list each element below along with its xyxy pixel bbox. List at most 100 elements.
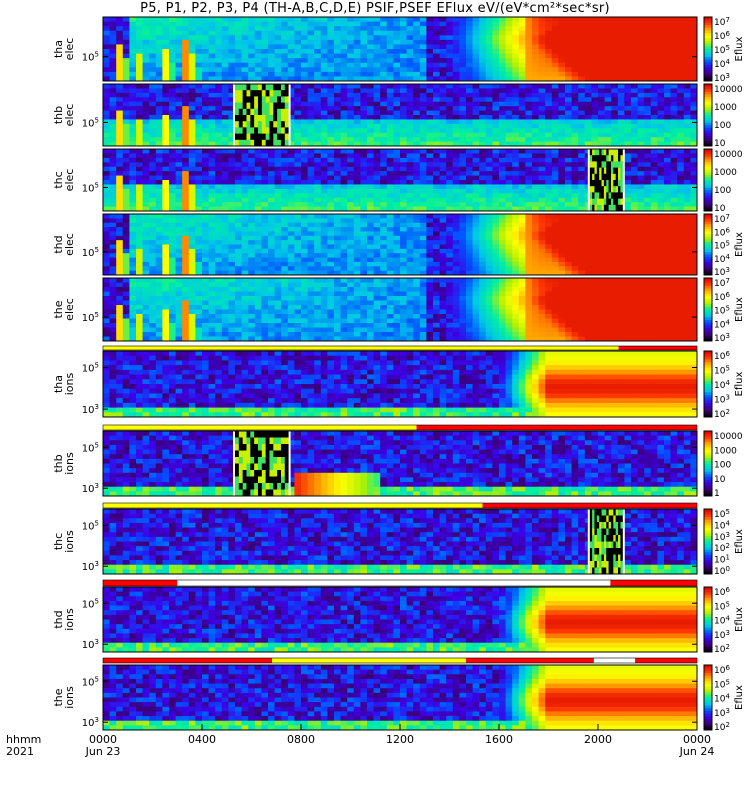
- spectrogram-cell: [598, 67, 605, 73]
- spectrogram-cell: [400, 26, 407, 32]
- spectrogram-cell: [367, 202, 374, 207]
- spectrogram-cell: [426, 35, 434, 41]
- spectrogram-cell: [545, 193, 553, 199]
- spectrogram-cell: [578, 97, 586, 103]
- spectrogram-cell: [650, 49, 658, 54]
- spectrogram-cell: [670, 26, 678, 32]
- spectrogram-cell: [565, 157, 572, 163]
- spectrogram-cell: [188, 149, 196, 154]
- spectrogram-cell: [479, 97, 487, 103]
- spectrogram-cell: [314, 119, 322, 125]
- spectrogram-cell: [182, 157, 190, 163]
- spectrogram-cell: [551, 193, 559, 199]
- spectrogram-cell: [274, 266, 282, 272]
- spectrogram-cell: [611, 110, 619, 116]
- spectrogram-cell: [367, 270, 374, 276]
- spectrogram-cell: [644, 88, 652, 94]
- spectrogram-cell: [261, 162, 269, 168]
- spectrogram-cell: [525, 97, 533, 103]
- saturated-cell: [610, 192, 614, 199]
- spectrogram-cell: [367, 180, 374, 185]
- spectrogram-cell: [393, 67, 401, 73]
- spectrogram-cell: [670, 132, 678, 138]
- spectrogram-cell: [334, 227, 341, 232]
- spectrogram-cell: [499, 184, 506, 190]
- spectrogram-cell: [400, 92, 407, 98]
- spectrogram-cell: [611, 49, 619, 54]
- spectrogram-cell: [175, 166, 183, 172]
- spectrogram-cell: [367, 214, 374, 219]
- spectrogram-cell: [360, 214, 368, 219]
- saturated-cell: [592, 192, 595, 199]
- spectrogram-cell: [320, 206, 328, 212]
- saturated-cell: [242, 133, 247, 141]
- spectrogram-cell: [340, 202, 348, 207]
- spectrogram-cell: [485, 137, 493, 142]
- spectrogram-cell: [400, 214, 407, 219]
- spectrogram-cell: [690, 49, 698, 54]
- spectrogram-cell: [268, 253, 275, 258]
- spectrogram-cell: [202, 67, 209, 73]
- spectrogram-cell: [367, 110, 374, 116]
- spectrogram-cell: [136, 188, 143, 194]
- spectrogram-cell: [571, 128, 579, 134]
- spectrogram-cell: [479, 261, 487, 267]
- spectrogram-cell: [479, 193, 487, 199]
- spectrogram-cell: [182, 266, 190, 272]
- spectrogram-cell: [340, 119, 348, 125]
- spectrogram-cell: [274, 58, 282, 64]
- spectrogram-cell: [235, 35, 242, 41]
- spectrogram-cell: [235, 184, 242, 190]
- saturated-cell: [284, 139, 289, 147]
- spectrogram-cell: [677, 166, 685, 172]
- spectrogram-cell: [235, 39, 242, 45]
- spectrogram-cell: [512, 180, 520, 185]
- spectrogram-cell: [353, 84, 361, 89]
- spectrogram-cell: [294, 30, 302, 36]
- spectrogram-cell: [380, 101, 388, 107]
- spectrogram-cell: [532, 171, 539, 176]
- spectrogram-cell: [142, 270, 150, 276]
- spectrogram-cell: [373, 88, 381, 94]
- spectrogram-cell: [644, 193, 652, 199]
- spectrogram-cell: [294, 240, 302, 245]
- spectrogram-cell: [307, 222, 315, 228]
- spectrogram-cell: [294, 214, 302, 219]
- spectrogram-cell: [578, 202, 586, 207]
- spectrogram-cell: [598, 35, 605, 41]
- spectrogram-cell: [532, 153, 539, 159]
- spectrogram-cell: [466, 119, 473, 125]
- spectrogram-cell: [419, 71, 427, 77]
- spectrogram-cell: [472, 71, 480, 77]
- spectrogram-cell: [327, 235, 335, 241]
- spectrogram-cell: [307, 193, 315, 199]
- spectrogram-cell: [334, 153, 341, 159]
- spectrogram-cell: [235, 197, 242, 203]
- spectrogram-cell: [215, 26, 223, 32]
- spectrogram-cell: [235, 206, 242, 212]
- spectrogram-cell: [485, 84, 493, 89]
- spectrogram-cell: [129, 257, 137, 263]
- spectrogram-cell: [235, 149, 242, 154]
- spectrogram-cell: [109, 30, 117, 36]
- spectrogram-cell: [122, 101, 130, 107]
- spectrogram-cell: [466, 123, 473, 129]
- spectrogram-cell: [367, 58, 374, 64]
- spectrogram-cell: [657, 17, 665, 22]
- spectrogram-cell: [320, 92, 328, 98]
- spectrogram-cell: [182, 235, 190, 241]
- spectrogram-cell: [677, 115, 685, 120]
- spectrogram-cell: [406, 266, 414, 272]
- spectrogram-cell: [307, 171, 315, 176]
- spectrogram-cell: [188, 218, 196, 224]
- spectrogram-cell: [155, 49, 163, 54]
- spectrogram-cell: [380, 149, 388, 154]
- spectrogram-cell: [103, 240, 110, 245]
- spectrogram-cell: [281, 235, 289, 241]
- spectrogram-cell: [287, 44, 295, 50]
- spectrogram-cell: [353, 188, 361, 194]
- spectrogram-cell: [215, 53, 223, 59]
- saturated-cell: [608, 155, 612, 162]
- spectrogram-cell: [129, 21, 137, 27]
- spectrogram-cell: [479, 58, 487, 64]
